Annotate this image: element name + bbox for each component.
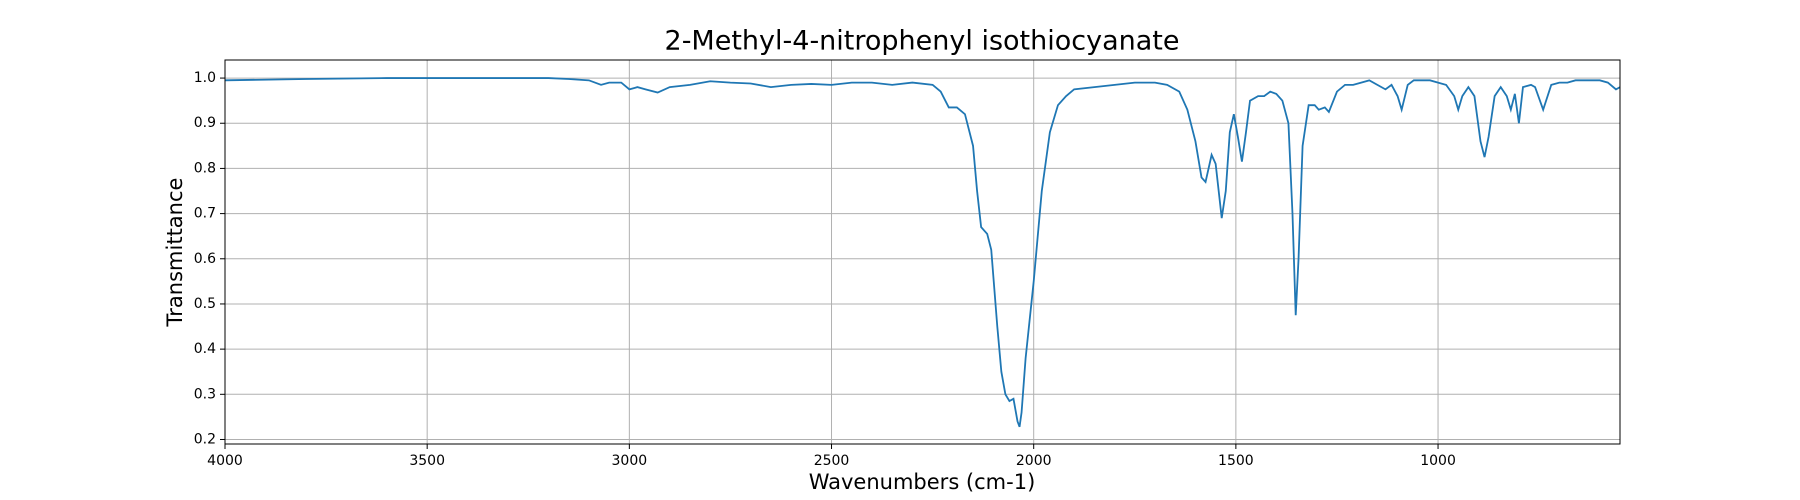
y-tick-label: 0.6 [194, 251, 216, 267]
y-tick-label: 0.2 [194, 431, 216, 447]
y-tick-label: 0.5 [194, 296, 216, 312]
x-axis-label: Wavenumbers (cm-1) [809, 470, 1036, 494]
x-tick-label: 4000 [207, 453, 243, 469]
y-tick-label: 1.0 [194, 70, 216, 86]
y-tick-label: 0.7 [194, 206, 216, 222]
spectrum-line [224, 77, 1621, 428]
y-axis-label: Transmittance [163, 178, 187, 328]
chart-title: 2-Methyl-4-nitrophenyl isothiocyanate [665, 26, 1180, 57]
x-tick-label: 2000 [1016, 453, 1052, 469]
y-tick-label: 0.8 [194, 160, 216, 176]
x-tick-label: 1000 [1420, 453, 1456, 469]
x-tick-label: 3500 [409, 453, 445, 469]
plot-frame [224, 59, 1621, 445]
y-tick-label: 0.9 [194, 115, 216, 131]
x-tick-label: 3000 [612, 453, 648, 469]
y-tick-label: 0.4 [194, 341, 216, 357]
y-tick-label: 0.3 [194, 386, 216, 402]
x-tick-label: 2500 [814, 453, 850, 469]
x-tick-label: 1500 [1218, 453, 1254, 469]
